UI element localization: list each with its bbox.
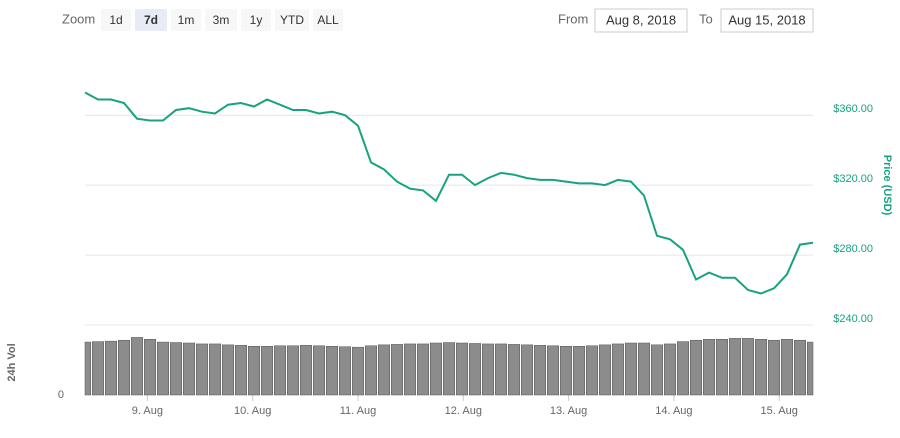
volume-bar	[92, 341, 104, 396]
zoom-button[interactable]	[101, 9, 131, 31]
volume-bar	[716, 339, 728, 396]
from-label: From	[558, 11, 588, 26]
zoom-button[interactable]	[275, 9, 309, 31]
y-axis-label: Price (USD)	[881, 155, 893, 216]
y-tick-label: 0	[58, 389, 64, 401]
zoom-button[interactable]	[135, 9, 167, 31]
y-tick-label: $280.00	[833, 243, 873, 255]
volume-bar	[534, 345, 546, 396]
volume-bar	[482, 343, 494, 396]
volume-bar	[274, 345, 286, 396]
to-label: To	[699, 11, 713, 26]
volume-bar	[781, 339, 793, 396]
volume-bar	[222, 344, 234, 396]
x-tick-label: 12. Aug	[445, 405, 482, 417]
volume-bar	[599, 344, 611, 396]
x-tick-label: 11. Aug	[340, 405, 377, 417]
volume-bar	[573, 346, 585, 396]
volume-bar	[703, 339, 715, 396]
volume-bar	[495, 343, 507, 396]
volume-bar	[794, 339, 806, 396]
zoom-button-label: 3m	[213, 13, 230, 27]
x-tick-label: 14. Aug	[655, 405, 692, 417]
volume-bar	[118, 339, 130, 396]
zoom-button-label: ALL	[317, 13, 339, 27]
zoom-button[interactable]	[313, 9, 343, 31]
volume-bar	[326, 346, 338, 396]
zoom-button-label: YTD	[280, 13, 304, 27]
volume-bar	[729, 338, 741, 396]
volume-bar	[586, 345, 598, 396]
volume-bar	[209, 343, 221, 396]
from-value: Aug 8, 2018	[606, 12, 676, 27]
volume-bar	[560, 346, 572, 396]
y-tick-label: $240.00	[833, 313, 873, 325]
volume-bar	[807, 341, 814, 396]
volume-bar	[261, 346, 273, 396]
volume-bar	[469, 343, 481, 396]
volume-bar	[84, 341, 91, 396]
to-input[interactable]	[720, 8, 814, 33]
volume-bar	[300, 345, 312, 396]
x-tick-label: 9. Aug	[132, 405, 163, 417]
zoom-label: Zoom	[62, 11, 95, 26]
y-axis-label: 24h Vol	[6, 343, 18, 381]
volume-bar	[157, 341, 169, 396]
volume-bar	[742, 338, 754, 396]
zoom-button-label: 1y	[250, 13, 263, 27]
zoom-button-label: 7d	[144, 13, 158, 27]
y-tick-label: $360.00	[833, 103, 873, 115]
volume-bar	[755, 339, 767, 396]
volume-bar	[768, 339, 780, 396]
volume-bar	[248, 346, 260, 396]
volume-bar	[456, 342, 468, 396]
volume-bar	[651, 344, 663, 396]
volume-bar	[677, 341, 689, 396]
zoom-button[interactable]	[171, 9, 201, 31]
volume-bar	[378, 344, 390, 396]
volume-bar	[105, 340, 117, 396]
volume-bar	[417, 343, 429, 396]
volume-bar	[612, 343, 624, 396]
zoom-button-label: 1m	[178, 13, 195, 27]
volume-bar	[170, 342, 182, 396]
volume-bar	[404, 343, 416, 396]
volume-bar	[521, 344, 533, 396]
volume-bar	[430, 342, 442, 396]
zoom-button-label: 1d	[109, 13, 122, 27]
y-tick-label: $320.00	[833, 173, 873, 185]
volume-bar	[352, 346, 364, 396]
volume-bar	[391, 344, 403, 396]
volume-bar	[196, 343, 208, 396]
volume-bar	[625, 342, 637, 396]
volume-bar	[144, 339, 156, 396]
volume-bar	[131, 337, 143, 396]
to-value: Aug 15, 2018	[728, 12, 805, 27]
x-tick-label: 15. Aug	[761, 405, 798, 417]
volume-bar	[690, 339, 702, 396]
volume-bar	[365, 345, 377, 396]
volume-bar	[313, 345, 325, 396]
volume-bar	[287, 345, 299, 396]
zoom-button[interactable]	[205, 9, 237, 31]
x-tick-label: 13. Aug	[550, 405, 587, 417]
price-line	[84, 91, 814, 295]
volume-bar	[235, 345, 247, 396]
volume-bar	[664, 343, 676, 396]
from-input[interactable]	[594, 8, 688, 33]
x-tick-label: 10. Aug	[234, 405, 271, 417]
volume-bar	[183, 342, 195, 396]
volume-bar	[339, 346, 351, 396]
volume-bar	[547, 345, 559, 396]
zoom-button[interactable]	[241, 9, 271, 31]
volume-bar	[638, 342, 650, 396]
volume-bar	[443, 342, 455, 396]
volume-bar	[508, 344, 520, 396]
